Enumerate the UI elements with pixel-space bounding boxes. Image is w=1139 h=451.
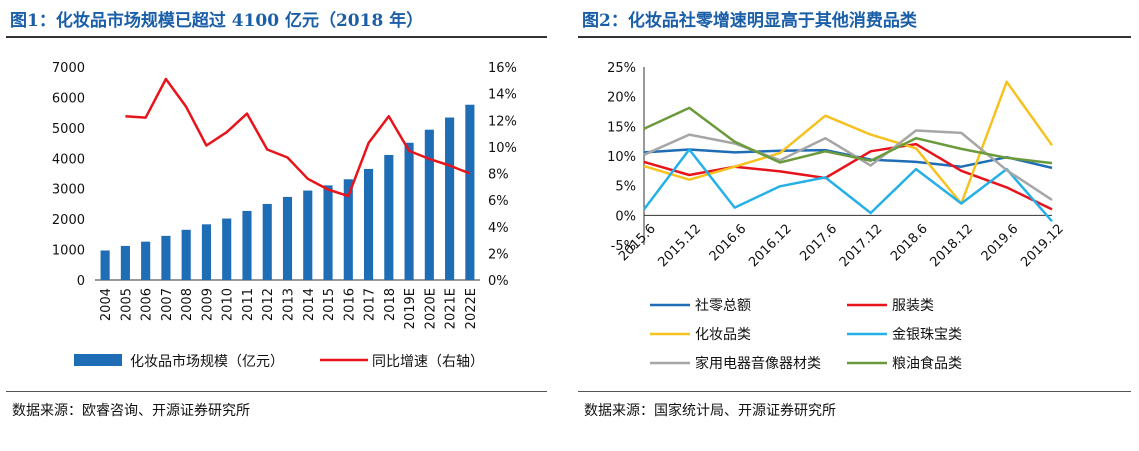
left-y-tick-label: 2000 [52,213,85,228]
right-source-note: 数据来源：国家统计局、开源证券研究所 [584,403,836,419]
right-y-tick-label: 12% [488,114,517,129]
bar [181,229,191,280]
legend-label: 化妆品市场规模（亿元） [130,353,284,370]
x-tick-label: 2018.12 [928,222,977,271]
x-tick-label: 2022E [464,288,479,329]
bar [404,142,414,280]
x-tick-label: 2017 [363,288,378,321]
series-line [643,129,1053,201]
left-y-tick-label: 6000 [52,91,85,106]
bar [323,185,333,280]
x-tick-label: 2012 [261,288,276,321]
x-tick-label: 2016.12 [746,222,795,271]
y-tick-label: 15% [607,120,636,135]
right-chart-title: 图2：化妆品社零增速明显高于其他消费品类 [582,11,917,31]
x-tick-label: 2005 [119,288,134,321]
legend-label: 家用电器音像器材类 [695,355,821,372]
left-source-note: 数据来源：欧睿咨询、开源证券研究所 [12,403,250,419]
y-tick-label: 0% [615,209,636,224]
bar [424,129,434,280]
x-tick-label: 2021E [444,288,459,329]
x-tick-label: 2018 [383,288,398,321]
bar [282,196,293,280]
y-tick-label: 10% [607,150,636,165]
legend-label: 金银珠宝类 [892,327,962,343]
series-line [643,106,1053,165]
bar [100,250,110,280]
right-title-rule [578,36,1131,38]
bar [120,245,130,280]
left-chart-title: 图1：化妆品市场规模已超过 4100 亿元（2018 年） [10,11,424,31]
right-y-tick-label: 6% [488,194,509,209]
x-tick-label: 2013 [282,288,297,321]
x-tick-label: 2010 [221,288,236,321]
bar [141,241,151,280]
bar [363,168,374,280]
y-tick-label: 25% [607,61,636,76]
legend-label: 化妆品类 [695,327,751,343]
y-tick-label: 20% [607,91,636,106]
right-y-tick-label: 10% [488,141,517,156]
x-tick-label: 2004 [99,288,114,321]
bar [303,190,313,280]
x-tick-label: 2019.6 [979,222,1022,265]
legend-bar-swatch [74,354,122,366]
x-tick-label: 2016.6 [707,222,750,265]
series-line [643,142,1053,211]
bar [262,203,272,280]
right-y-tick-label: 14% [488,88,517,103]
legend-label: 服装类 [892,298,934,314]
bar [384,154,394,280]
y-tick-label: 5% [615,180,636,195]
bar [445,117,455,280]
growth-line [125,77,471,198]
x-tick-label: 2016 [342,288,357,321]
left-title-rule [6,36,547,38]
bar [222,218,232,280]
x-tick-label: 2008 [180,288,195,321]
x-tick-label: 2007 [160,288,175,321]
left-y-tick-label: 4000 [52,152,85,167]
y-tick-label: -5% [611,239,636,254]
legend-label: 粮油食品类 [892,355,962,372]
right-y-tick-label: 2% [488,247,509,262]
x-tick-label: 2020E [423,288,438,329]
x-tick-label: 2006 [140,288,155,321]
left-y-tick-label: 0 [77,274,85,289]
right-panel: 图2：化妆品社零增速明显高于其他消费品类 -5% 0% 5% 10% 15% 20% 25%… [572,0,1139,451]
bar [201,224,212,280]
left-panel: 图1：化妆品市场规模已超过 4100 亿元（2018 年） 0 1000 2000 3… [0,0,555,451]
left-y-tick-label: 3000 [52,183,85,198]
right-y-tick-label: 4% [488,221,509,236]
x-tick-label: 2019.12 [1018,222,1067,271]
series-line [643,148,1053,223]
x-tick-label: 2017.12 [837,222,886,271]
left-y-tick-label: 1000 [52,244,85,259]
x-tick-label: 2011 [241,288,256,321]
x-tick-label: 2015 [322,288,337,321]
left-source-rule [6,391,547,392]
x-tick-label: 2018.6 [888,222,931,265]
right-y-tick-label: 8% [488,168,509,183]
series-line [643,80,1054,205]
x-tick-label: 2009 [200,288,215,321]
bar [465,104,475,280]
x-tick-label: 2014 [302,288,317,321]
right-source-rule [578,391,1131,392]
left-y-tick-label: 7000 [52,61,85,76]
legend-label: 社零总额 [695,298,751,314]
bar [161,235,171,280]
bar [343,179,353,280]
x-tick-label: 2015.12 [656,222,705,271]
legend-label: 同比增速（右轴） [372,354,484,370]
right-y-tick-label: 0% [488,274,509,289]
x-tick-label: 2019E [403,288,418,329]
x-tick-label: 2017.6 [797,222,840,265]
bar [242,210,252,280]
right-y-tick-label: 16% [488,61,517,76]
left-chart: 0 1000 2000 3000 4000 5000 6000 7000 0% 2% 4% 6% 8% 1… [52,61,517,370]
left-y-tick-label: 5000 [52,122,85,137]
